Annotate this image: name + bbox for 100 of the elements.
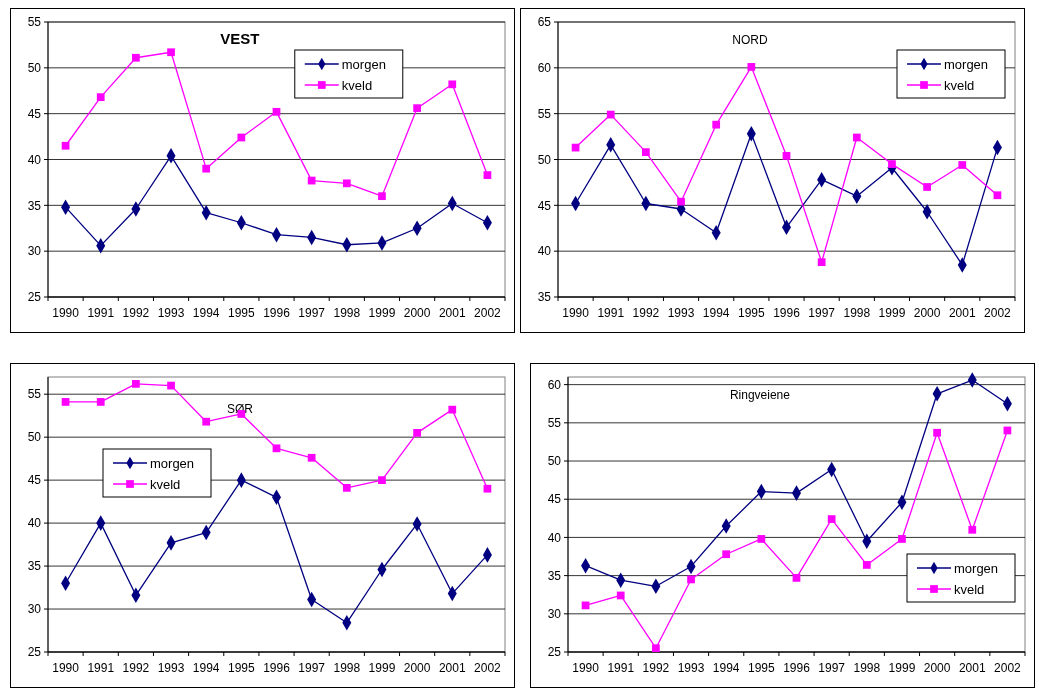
x-tick-label: 2000 [403,306,431,320]
x-tick-label: 1997 [298,306,326,320]
x-tick-label: 2001 [438,306,466,320]
legend-label: morgen [150,456,195,471]
legend-label: kveld [150,477,181,492]
legend-label: morgen [954,561,999,576]
point [852,133,861,142]
x-tick-label: 2001 [438,661,466,675]
point [378,192,386,201]
x-tick-label: 1999 [888,661,916,675]
point [96,398,105,406]
x-tick-label: 2002 [474,661,502,675]
x-tick-label: 1992 [642,661,670,675]
point [61,398,70,406]
x-tick-label: 2002 [984,306,1012,320]
x-tick-label: 1996 [263,306,291,320]
y-tick-label: 55 [537,106,552,121]
point [61,141,70,150]
y-tick-label: 50 [537,152,552,167]
x-tick-label: 1998 [333,306,361,320]
x-tick-label: 1998 [843,306,871,320]
point [132,53,140,62]
x-tick-label: 1994 [192,661,220,675]
y-tick-label: 35 [27,198,42,213]
point [307,453,316,462]
x-tick-label: 1993 [157,661,185,675]
x-tick-label: 2001 [948,306,976,320]
point [722,550,731,559]
x-tick-label: 1998 [333,661,361,675]
y-tick-label: 40 [27,516,42,531]
point [202,164,211,173]
x-tick-label: 2002 [474,306,502,320]
x-tick-label: 1995 [747,661,776,675]
text: NORD [732,33,768,47]
y-tick-label: 60 [537,61,552,76]
y-tick-label: 45 [547,492,562,507]
x-tick-label: 1997 [808,306,836,320]
y-tick-label: 55 [547,416,562,431]
x-tick-label: 2000 [923,661,951,675]
y-tick-label: 50 [27,61,42,76]
x-tick-label: 2002 [994,661,1022,675]
y-tick-label: 45 [537,198,552,213]
y-tick-label: 50 [27,430,42,445]
x-tick-label: 1995 [227,306,256,320]
x-tick-label: 1994 [712,661,740,675]
y-tick-label: 55 [27,387,42,402]
x-tick-label: 1991 [87,306,115,320]
point [687,575,695,584]
x-tick-label: 1996 [263,661,291,675]
point [817,258,826,267]
x-tick-label: 1994 [192,306,220,320]
point [202,417,211,426]
x-tick-label: 1998 [853,661,881,675]
point [378,476,386,484]
legend-label: kveld [954,582,985,597]
point [827,515,836,523]
x-tick-label: 1993 [667,306,695,320]
point [167,48,175,57]
point [747,63,756,71]
point [898,535,906,543]
point [237,133,246,142]
x-tick-label: 2001 [958,661,986,675]
point [483,484,492,493]
x-tick-label: 2000 [403,661,431,675]
point [167,381,175,390]
point [272,107,281,116]
x-tick-label: 1994 [702,306,730,320]
y-tick-label: 25 [547,645,562,660]
point [958,161,967,169]
y-tick-label: 40 [547,530,562,545]
x-tick-label: 1995 [227,661,256,675]
point [307,176,316,185]
point [712,120,721,129]
point [862,561,871,569]
x-tick-label: 1992 [632,306,660,320]
point [923,183,931,191]
point [606,110,615,119]
x-tick-label: 1999 [878,306,906,320]
point [342,483,351,492]
point [933,428,941,437]
point [652,644,660,653]
x-tick-label: 1992 [122,306,150,320]
point [342,179,351,188]
x-tick-label: 1990 [52,306,80,320]
point [413,428,421,437]
point [132,380,140,388]
y-tick-label: 35 [27,559,42,574]
x-tick-label: 1999 [368,661,396,675]
point [757,535,766,543]
point [448,405,457,414]
x-tick-label: 2000 [913,306,941,320]
x-tick-label: 1997 [298,661,326,675]
point [642,148,650,157]
point [272,444,281,453]
point [96,93,105,102]
y-tick-label: 60 [547,377,562,392]
legend-label: morgen [341,57,386,72]
y-tick-label: 30 [547,607,562,622]
x-tick-label: 1991 [607,661,635,675]
point [993,191,1002,200]
